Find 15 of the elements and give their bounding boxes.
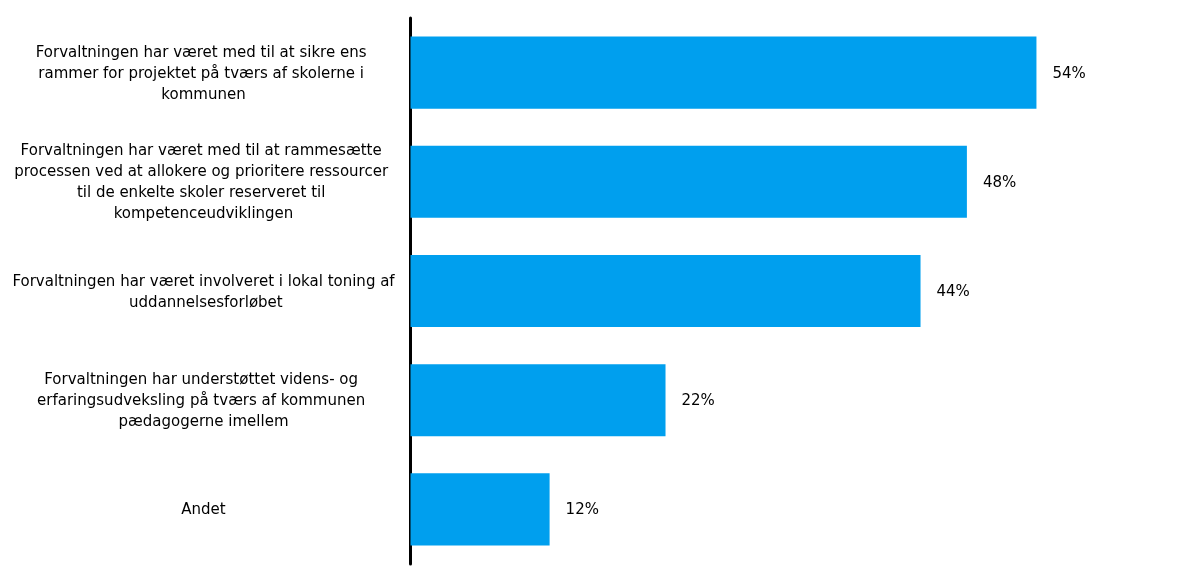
y-tick-label: Forvaltningen har været med til at rammesætte processen ved at allokere og prioritere ressourcer til de enkelte skoler reserveret til kompetenceudviklingen xyxy=(14,141,393,223)
y-tick-label: Andet xyxy=(181,500,226,519)
bar xyxy=(410,364,666,437)
y-tick-label: Forvaltningen har været med til at sikre ens rammer for projektet på tværs af skolerne i kommunen xyxy=(35,42,372,103)
data-label: 48% xyxy=(982,172,1017,191)
data-label: 12% xyxy=(565,500,599,519)
y-tick-label: Forvaltningen har understøttet videns- og erfaringsudveksling på tværs af kommunen pædagogerne imellem xyxy=(37,370,370,431)
bar xyxy=(410,473,550,546)
data-label: 44% xyxy=(936,282,970,300)
y-tick-label: Forvaltningen har været involveret i lokal toning af uddannelsesforløbet xyxy=(12,271,396,311)
bar xyxy=(410,254,921,328)
bar xyxy=(410,36,1037,109)
data-label: 54% xyxy=(1052,63,1086,82)
data-label: 22% xyxy=(681,391,715,410)
bar xyxy=(410,145,967,218)
